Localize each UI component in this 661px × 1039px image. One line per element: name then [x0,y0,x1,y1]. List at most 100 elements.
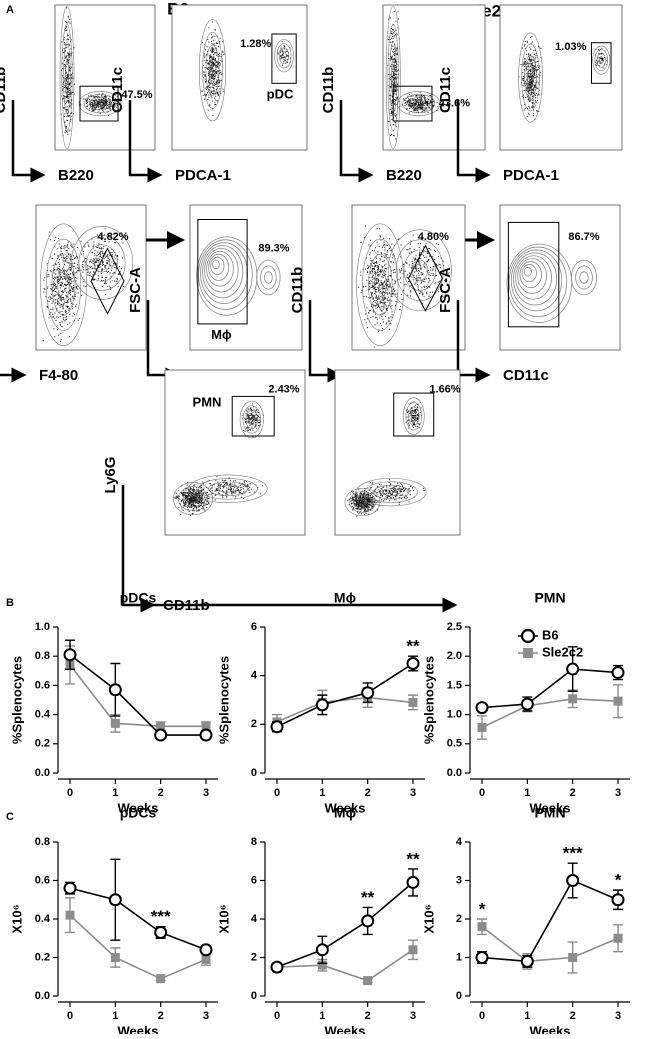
contour [407,97,430,110]
x-tick-label: 2 [570,1010,576,1022]
y-axis-label: FSC-A [437,267,454,313]
contour [205,44,220,96]
significance: ** [361,888,375,907]
y-tick-label: 0.8 [35,836,50,848]
gate [271,33,297,84]
y-tick-label: 0 [251,990,257,1002]
contour [210,256,225,275]
y-tick-label: 2 [251,718,257,730]
x-tick-label: 0 [274,787,280,799]
x-axis-label: CD11c [503,367,549,384]
plot-frame [54,4,156,151]
panel-label: A [6,4,14,16]
contour [204,248,239,293]
events [60,7,75,136]
y-axis-label: CD11b [0,67,9,114]
contour [248,414,256,425]
series-line [69,664,206,728]
contour [188,474,268,503]
x-tick-label: 3 [410,787,416,799]
x-axis-label: PDCA-1 [503,167,559,184]
line-chart: pDCs 0.0 0.2 0.4 0.6 0.8 0 1 2 3 Weeks X10⁶ *** [9,805,218,1038]
contour [94,253,111,273]
flow-plot: 47.5% CD11b B220 [0,4,156,184]
gate-percent: 43.6% [439,98,470,110]
flow-plot: 43.6% CD11b B220 [320,4,486,184]
x-axis-label: B220 [386,167,422,184]
data-point [154,925,168,939]
gate [591,42,612,84]
gate-percent: 4.82% [97,231,128,243]
contour [368,254,393,316]
data-point [475,951,489,964]
gate-percent: 47.5% [121,89,152,101]
x-tick-label: 3 [410,1010,416,1022]
contour [402,94,436,114]
data-point [568,953,578,962]
legend-label: Sle2c2 [542,644,583,659]
y-tick-label: 2 [251,951,257,963]
y-axis-label: X10⁶ [216,904,231,933]
y-tick-label: 0.8 [35,650,50,662]
contour [517,258,547,294]
y-tick-label: 0.0 [35,990,50,1002]
x-axis-label: Weeks [325,800,366,815]
x-tick-label: 0 [274,1010,280,1022]
contour [198,239,253,310]
data-point [156,721,166,731]
panel-label: C [6,811,14,823]
contour [86,244,118,282]
panel-label: B [6,597,14,609]
gate [90,247,125,315]
axis-arrow [11,100,46,183]
contour [413,100,425,107]
events [80,93,120,116]
contour [45,238,82,331]
contour [78,91,122,117]
y-tick-label: 0 [456,990,462,1002]
y-tick-label: 0.0 [35,767,50,779]
flow-plot: 1.66% [334,369,461,536]
axis-arrow [0,367,27,383]
contour [182,490,204,508]
x-axis-label: PDCA-1 [175,167,231,184]
y-tick-label: 3 [456,874,462,886]
y-axis-label: %Splenocytes [9,656,24,744]
line-chart: PMN 0.0 0.5 1.0 1.5 2.0 2.5 0 1 2 3 Weeks %Splenocyt… [421,590,630,815]
contour [264,271,273,284]
contour [598,56,604,64]
contour [596,52,606,68]
contour [198,478,258,500]
series-line [69,914,207,980]
contour [402,397,425,435]
contour [353,494,372,510]
flow-plot: 4.82%CD11bF4-80 [0,204,147,384]
y-tick-label: 2 [456,913,462,925]
contour [206,250,234,287]
plot-frame [164,369,306,536]
contour [83,94,117,114]
x-tick-label: 1 [319,787,325,799]
contour [396,91,441,117]
contour [521,43,540,112]
data-point [199,728,213,742]
x-tick-label: 2 [158,787,164,799]
contour [508,246,568,318]
contour [374,269,387,301]
events [172,481,213,516]
y-tick-label: 0.5 [447,738,462,750]
series-line [481,926,619,963]
legend-label: B6 [542,627,559,642]
flow-plot: 86.7% FSC-A CD11c [437,204,621,384]
contour [40,223,87,346]
chart-title: pDCs [120,590,157,606]
contour [387,229,452,312]
contour [78,235,126,291]
line-chart: Mϕ 0 2 4 6 0 1 2 3 Weeks %Splenocytes ** [216,590,425,815]
data-point [361,914,375,928]
y-axis-label: %Splenocytes [216,656,231,744]
data-point [317,960,327,970]
axis-arrow [121,485,156,613]
gate [407,244,443,312]
